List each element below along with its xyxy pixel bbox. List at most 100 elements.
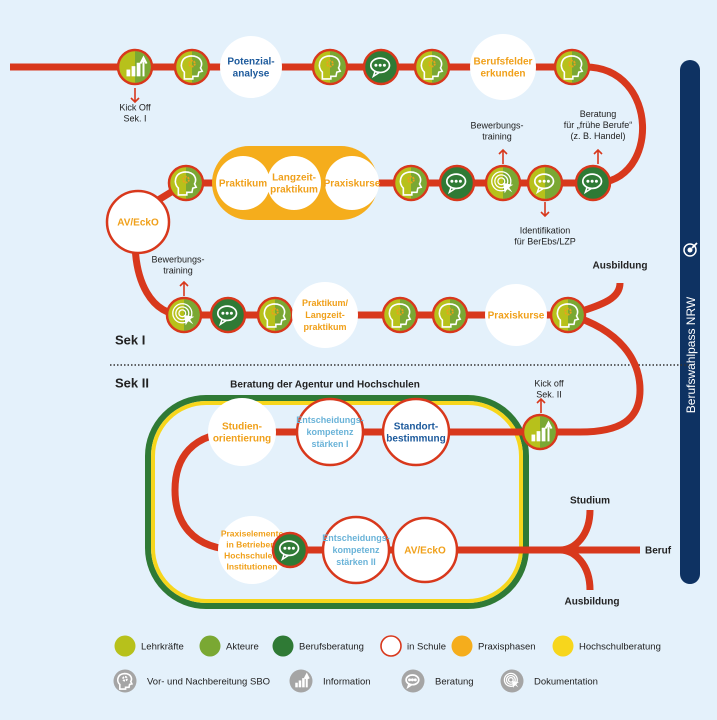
station-chat[interactable] — [209, 296, 247, 334]
arrow-up-icon — [179, 280, 189, 296]
station-in-schule[interactable]: Entscheidungs-kompetenz stärken II — [321, 515, 391, 585]
station-head[interactable] — [173, 48, 211, 86]
legend-icon-item: Beratung — [401, 669, 474, 693]
station-chat[interactable] — [271, 531, 309, 569]
legend-label: Hochschulberatung — [579, 641, 661, 652]
head-gear-icon — [556, 303, 580, 328]
legend-swatch — [380, 635, 402, 657]
station-circle[interactable]: Langzeit-praktikum — [267, 156, 321, 210]
station-label: AV/EckO — [117, 218, 159, 229]
chat-bubbles-icon — [278, 540, 300, 562]
outcome-ausbildung-sek-ii: Ausbildung — [565, 597, 620, 608]
station-head[interactable] — [311, 48, 349, 86]
station-chat[interactable] — [574, 164, 612, 202]
arrow-down-icon — [540, 202, 550, 218]
station-circle[interactable]: Potenzial-analyse — [220, 36, 282, 98]
outcome-studium: Studium — [570, 496, 610, 507]
legend-swatch — [451, 635, 473, 657]
station-head[interactable] — [413, 48, 451, 86]
station-circle[interactable]: Berufsfelder erkunden — [470, 34, 536, 100]
legend-item-ring: in Schule — [380, 635, 446, 657]
station-kick-off-sek-i[interactable] — [116, 48, 154, 86]
station-label: Praktikum/Langzeit-praktikum — [302, 298, 349, 332]
annotation-label: Bewerbungs-training — [151, 255, 204, 276]
annotation-label: Kick Off Sek. I — [119, 103, 151, 124]
legend-label: Information — [323, 676, 371, 687]
legend-label: in Schule — [407, 641, 446, 652]
arrow-down-icon — [130, 88, 140, 104]
legend-label: Praxisphasen — [478, 641, 536, 652]
station-circle[interactable]: Praxiskurse — [324, 156, 381, 210]
station-doku[interactable] — [484, 164, 522, 202]
box-title: Beratung der Agentur und Hochschulen — [230, 380, 420, 391]
station-chat[interactable] — [362, 48, 400, 86]
station-in-schule[interactable]: AV/EckO — [105, 189, 171, 255]
track-branch-studium — [559, 509, 594, 554]
station-in-schule[interactable]: AV/EckO — [391, 516, 459, 584]
legend-swatch — [552, 635, 574, 657]
annotation-label: Identifikation für BerEbs/LZP — [514, 226, 576, 247]
station-circle[interactable]: Praxiselemente in Betrieben, Hochschulen, I… — [218, 516, 286, 584]
station-label: Praxiselemente in Betrieben, Hochschulen, I… — [221, 528, 284, 571]
legend-item-akteure: Akteure — [199, 635, 259, 657]
station-head[interactable] — [553, 48, 591, 86]
station-circle[interactable]: Praktikum/Langzeit-praktikum — [292, 282, 358, 348]
station-in-schule[interactable]: Entscheidungs-kompetenz stärken I — [295, 397, 365, 467]
station-label: Praxiskurse — [324, 179, 381, 190]
head-gear-icon — [438, 303, 462, 328]
station-circle[interactable]: Studien-orientierung — [208, 398, 276, 466]
station-circle[interactable]: Praxiskurse — [485, 284, 547, 346]
chat-bubbles-icon — [445, 173, 467, 195]
legend-label: Vor- und Nachbereitung SBO — [147, 676, 270, 687]
chart-arrow-icon — [126, 55, 148, 77]
chat-bubbles-icon — [369, 57, 391, 79]
legend-item-lehrkraefte: Lehrkräfte — [114, 635, 184, 657]
chart-arrow-icon — [289, 669, 313, 693]
chat-bubbles-icon — [533, 173, 555, 195]
station-circle[interactable]: Praktikum — [216, 156, 270, 210]
station-label: Standort-bestimmung — [386, 422, 445, 445]
station-head[interactable] — [381, 296, 419, 334]
legend-label: Lehrkräfte — [141, 641, 184, 652]
outcome-ausbildung-sek-i: Ausbildung — [593, 261, 648, 272]
station-chat[interactable] — [438, 164, 476, 202]
outcome-beruf: Beruf — [645, 546, 672, 557]
head-gear-icon — [399, 171, 423, 196]
arrow-up-icon — [593, 148, 603, 164]
station-label: Praktikum — [219, 179, 267, 190]
chat-bubbles-icon — [401, 669, 425, 693]
station-chat-lime[interactable] — [526, 164, 564, 202]
station-head[interactable] — [431, 296, 469, 334]
head-gear-icon — [174, 171, 198, 196]
annotation: Kick off Sek. II — [534, 379, 564, 413]
station-kick-off-sek-ii[interactable] — [521, 413, 559, 451]
station-head[interactable] — [392, 164, 430, 202]
station-head[interactable] — [167, 164, 205, 202]
annotation-label: Kick off Sek. II — [534, 379, 564, 400]
annotation-label: Beratung für „frühe Berufe“ (z. B. Handel) — [564, 109, 633, 141]
sidebar-title: Berufswahlpass NRW — [684, 296, 698, 413]
legend-label: Dokumentation — [534, 676, 598, 687]
head-gear-icon — [113, 669, 137, 693]
station-head[interactable] — [256, 296, 294, 334]
legend-swatch — [272, 635, 294, 657]
arrow-up-icon — [536, 397, 546, 413]
legend-label: Akteure — [226, 641, 259, 652]
annotation: Bewerbungs-training — [151, 255, 205, 296]
legend-icon-item: Vor- und Nachbereitung SBO — [113, 669, 270, 693]
legend-swatch — [199, 635, 221, 657]
station-in-schule[interactable]: Standort-bestimmung — [381, 397, 451, 467]
station-head[interactable] — [549, 296, 587, 334]
section-sek-i: Sek I — [115, 333, 145, 348]
hochschul-box-outer — [145, 395, 529, 609]
station-doku[interactable] — [165, 296, 203, 334]
legend-item-praxisphasen: Praxisphasen — [451, 635, 536, 657]
legend-icon-item: Dokumentation — [500, 669, 598, 693]
station-label: AV/EckO — [404, 546, 446, 557]
legend-swatch — [114, 635, 136, 657]
legend-label: Berufsberatung — [299, 641, 364, 652]
chat-bubbles-icon — [581, 173, 603, 195]
annotation: Beratung für „frühe Berufe“ (z. B. Handel) — [564, 109, 633, 164]
target-cursor-icon — [500, 669, 524, 693]
